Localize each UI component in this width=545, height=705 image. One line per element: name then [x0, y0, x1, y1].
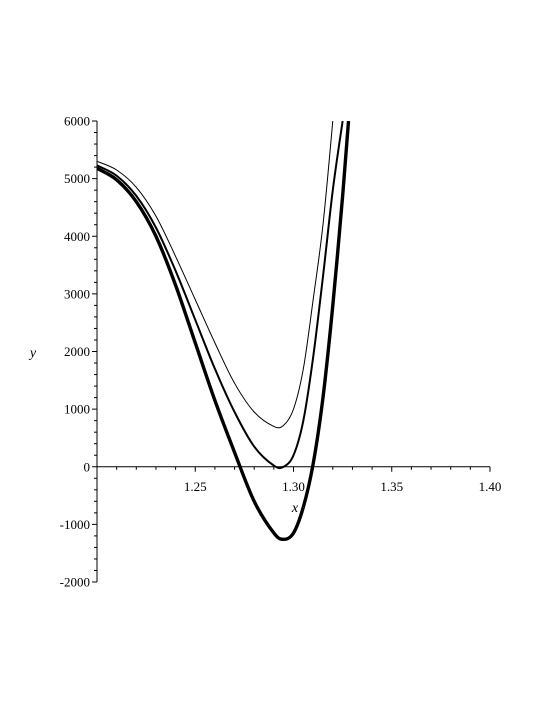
x-tick-label: 1.30: [282, 479, 305, 494]
y-tick-label: 5000: [64, 171, 90, 186]
series-line-3: [97, 121, 351, 542]
y-axis-title: y: [28, 346, 37, 361]
labels: -2000 -1000 0 1000 2000 3000 4000 5000 6000 1.25 1…: [28, 114, 501, 590]
x-tick-label: 1.25: [184, 479, 207, 494]
y-tick-label: -1000: [60, 517, 90, 532]
series-line-2: [97, 121, 344, 470]
x-axis-title: x: [291, 501, 299, 516]
x-tick-label: 1.35: [380, 479, 403, 494]
y-tick-label: 6000: [64, 114, 90, 129]
y-tick-label: 3000: [64, 286, 90, 301]
y-tick-label: 0: [84, 459, 91, 474]
y-tick-label: 2000: [64, 344, 90, 359]
y-tick-label: 1000: [64, 402, 90, 417]
series-group: [97, 121, 351, 542]
y-tick-label: 4000: [64, 229, 90, 244]
x-tick-label: 1.40: [479, 479, 502, 494]
series-line-1: [97, 121, 334, 429]
axes: [92, 120, 491, 583]
y-tick-label: -2000: [60, 575, 90, 590]
